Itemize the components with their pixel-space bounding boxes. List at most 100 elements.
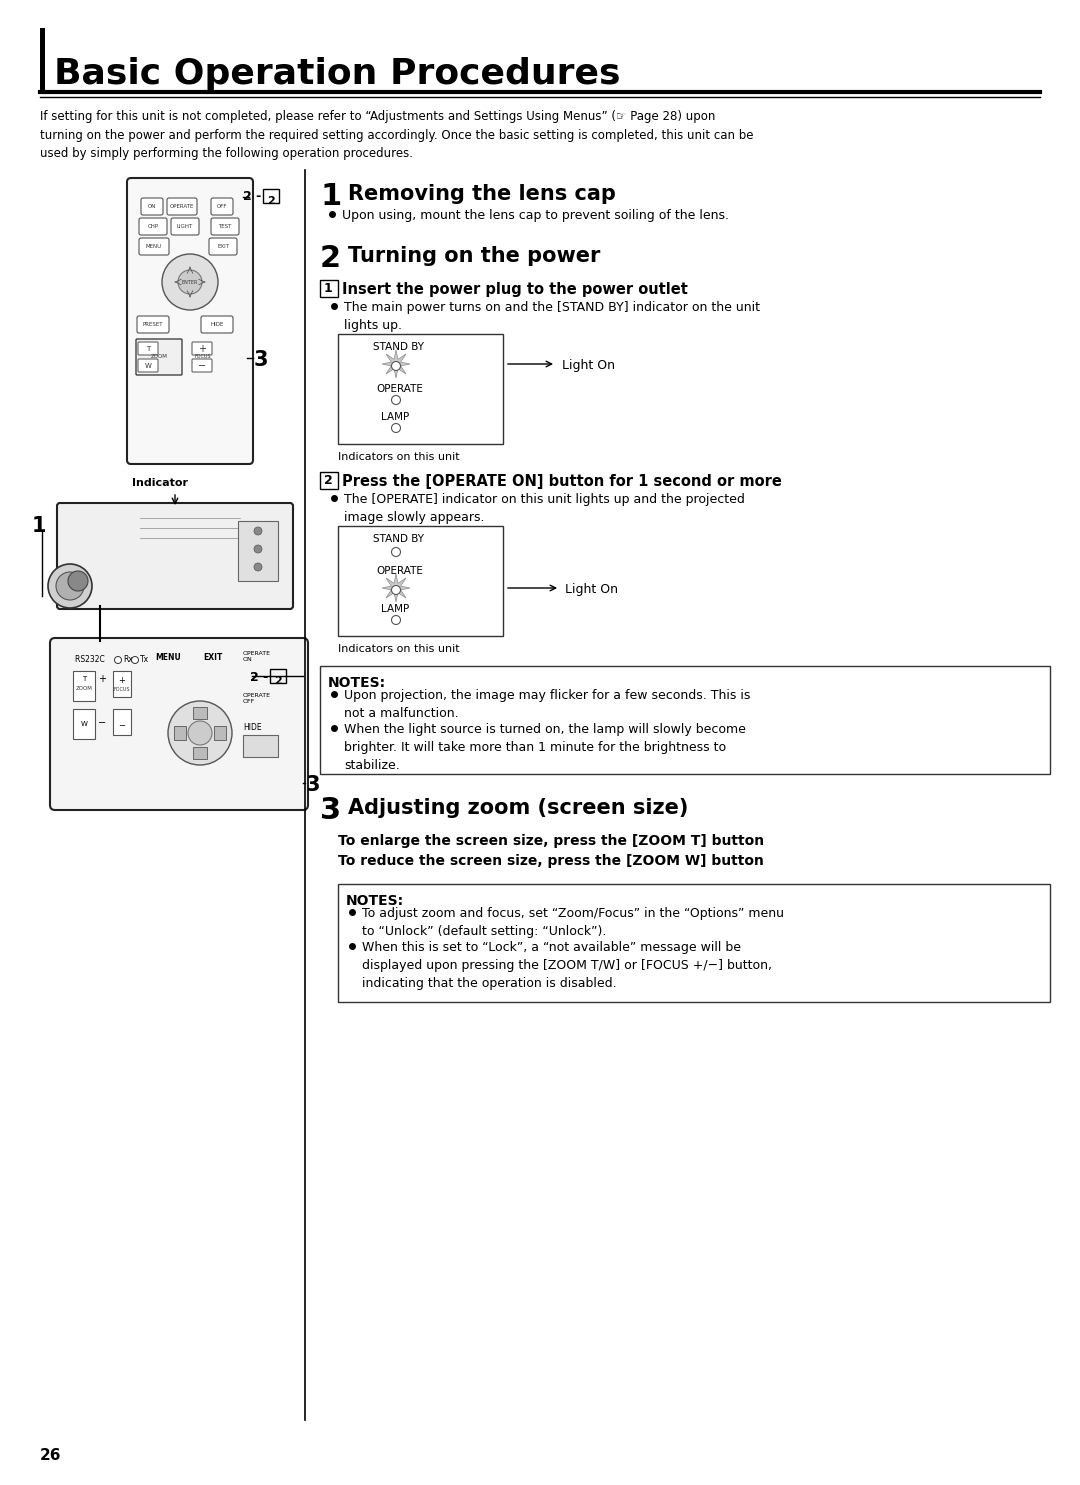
Text: Upon using, mount the lens cap to prevent soiling of the lens.: Upon using, mount the lens cap to preven… bbox=[342, 209, 729, 221]
Text: T: T bbox=[82, 676, 86, 682]
Text: 2: 2 bbox=[274, 676, 282, 686]
Bar bbox=[40, 28, 45, 91]
Polygon shape bbox=[382, 575, 410, 601]
Bar bbox=[238, 521, 278, 581]
FancyBboxPatch shape bbox=[57, 503, 293, 609]
Bar bbox=[264, 189, 279, 203]
Bar bbox=[320, 472, 338, 489]
Text: Turning on the power: Turning on the power bbox=[348, 247, 600, 266]
FancyBboxPatch shape bbox=[192, 359, 212, 373]
Text: PRESET: PRESET bbox=[143, 322, 163, 328]
Text: −: − bbox=[198, 361, 206, 371]
Circle shape bbox=[254, 563, 262, 572]
Text: Indicators on this unit: Indicators on this unit bbox=[338, 644, 460, 653]
Text: To adjust zoom and focus, set “Zoom/Focus” in the “Options” menu
to “Unlock” (de: To adjust zoom and focus, set “Zoom/Focu… bbox=[362, 907, 784, 939]
Bar bbox=[320, 665, 1050, 774]
Circle shape bbox=[48, 564, 92, 607]
Text: NOTES:: NOTES: bbox=[328, 676, 387, 691]
Text: If setting for this unit is not completed, please refer to “Adjustments and Sett: If setting for this unit is not complete… bbox=[40, 110, 754, 160]
Text: 3: 3 bbox=[320, 796, 341, 826]
Circle shape bbox=[188, 722, 212, 745]
Bar bbox=[113, 671, 131, 696]
Text: FOCUS: FOCUS bbox=[194, 355, 212, 359]
Text: EXIT: EXIT bbox=[217, 245, 229, 249]
FancyBboxPatch shape bbox=[138, 359, 158, 373]
FancyBboxPatch shape bbox=[192, 342, 212, 355]
Text: The [OPERATE] indicator on this unit lights up and the projected
image slowly ap: The [OPERATE] indicator on this unit lig… bbox=[345, 493, 745, 524]
Text: LAMP: LAMP bbox=[381, 411, 409, 422]
Text: Light On: Light On bbox=[565, 584, 618, 595]
Text: +: + bbox=[119, 676, 125, 685]
Text: NOTES:: NOTES: bbox=[346, 894, 404, 907]
FancyBboxPatch shape bbox=[127, 178, 253, 463]
Text: Insert the power plug to the power outlet: Insert the power plug to the power outle… bbox=[342, 282, 688, 297]
FancyBboxPatch shape bbox=[141, 198, 163, 215]
Text: OPERATE
OFF: OPERATE OFF bbox=[243, 693, 271, 704]
Text: To enlarge the screen size, press the [ZOOM T] button: To enlarge the screen size, press the [Z… bbox=[338, 835, 765, 848]
Text: 2: 2 bbox=[324, 475, 333, 487]
Text: 2 -: 2 - bbox=[249, 671, 272, 685]
Text: MENU: MENU bbox=[156, 653, 180, 662]
Text: W: W bbox=[145, 362, 151, 368]
Bar bbox=[193, 747, 207, 759]
Text: +: + bbox=[98, 674, 106, 685]
Text: ZOOM: ZOOM bbox=[150, 355, 167, 359]
Bar bbox=[214, 726, 226, 740]
FancyBboxPatch shape bbox=[50, 639, 308, 809]
Text: 3: 3 bbox=[306, 775, 321, 794]
Text: EXIT: EXIT bbox=[203, 653, 222, 662]
Text: MENU: MENU bbox=[146, 245, 162, 249]
Circle shape bbox=[391, 548, 401, 557]
Text: LAMP: LAMP bbox=[381, 604, 409, 613]
Circle shape bbox=[56, 572, 84, 600]
Text: 2 -: 2 - bbox=[243, 190, 266, 203]
Circle shape bbox=[391, 585, 401, 594]
Circle shape bbox=[162, 254, 218, 310]
Text: OPERATE: OPERATE bbox=[170, 205, 194, 209]
Circle shape bbox=[391, 361, 401, 370]
Text: When the light source is turned on, the lamp will slowly become
brighter. It wil: When the light source is turned on, the … bbox=[345, 723, 746, 772]
FancyBboxPatch shape bbox=[211, 218, 239, 235]
Text: 2: 2 bbox=[267, 196, 274, 206]
Bar bbox=[174, 726, 186, 740]
Text: −: − bbox=[98, 719, 106, 728]
FancyBboxPatch shape bbox=[171, 218, 199, 235]
Text: 2: 2 bbox=[320, 244, 341, 273]
Text: ZOOM: ZOOM bbox=[76, 686, 93, 691]
Text: HIDE: HIDE bbox=[243, 723, 261, 732]
Circle shape bbox=[394, 587, 399, 590]
Text: RS232C: RS232C bbox=[75, 655, 107, 664]
Bar bbox=[270, 670, 286, 683]
FancyBboxPatch shape bbox=[139, 218, 167, 235]
Text: −: − bbox=[119, 722, 125, 731]
Text: OPERATE: OPERATE bbox=[376, 566, 423, 576]
Text: HIDE: HIDE bbox=[211, 322, 224, 328]
Bar bbox=[73, 671, 95, 701]
Text: Basic Operation Procedures: Basic Operation Procedures bbox=[54, 56, 621, 91]
Circle shape bbox=[132, 656, 138, 664]
Bar bbox=[113, 708, 131, 735]
Circle shape bbox=[391, 395, 401, 404]
Text: Press the [OPERATE ON] button for 1 second or more: Press the [OPERATE ON] button for 1 seco… bbox=[342, 474, 782, 489]
Bar bbox=[193, 707, 207, 719]
Circle shape bbox=[394, 362, 399, 365]
Circle shape bbox=[168, 701, 232, 765]
Bar bbox=[320, 281, 338, 297]
Text: Tx: Tx bbox=[140, 655, 149, 664]
Text: FOCUS: FOCUS bbox=[113, 688, 131, 692]
Text: W: W bbox=[81, 722, 87, 728]
Circle shape bbox=[68, 572, 87, 591]
Circle shape bbox=[391, 615, 401, 625]
Text: When this is set to “Lock”, a “not available” message will be
displayed upon pre: When this is set to “Lock”, a “not avail… bbox=[362, 941, 772, 990]
Bar bbox=[338, 526, 503, 636]
Text: STAND BY: STAND BY bbox=[373, 535, 424, 544]
Text: Rx: Rx bbox=[123, 655, 133, 664]
Text: Indicators on this unit: Indicators on this unit bbox=[338, 451, 460, 462]
Text: STAND BY: STAND BY bbox=[373, 342, 424, 352]
Circle shape bbox=[178, 270, 202, 294]
Text: Upon projection, the image may flicker for a few seconds. This is
not a malfunct: Upon projection, the image may flicker f… bbox=[345, 689, 751, 720]
Text: OPERATE: OPERATE bbox=[376, 385, 423, 394]
Circle shape bbox=[254, 545, 262, 552]
FancyBboxPatch shape bbox=[136, 339, 183, 376]
Polygon shape bbox=[382, 350, 410, 379]
